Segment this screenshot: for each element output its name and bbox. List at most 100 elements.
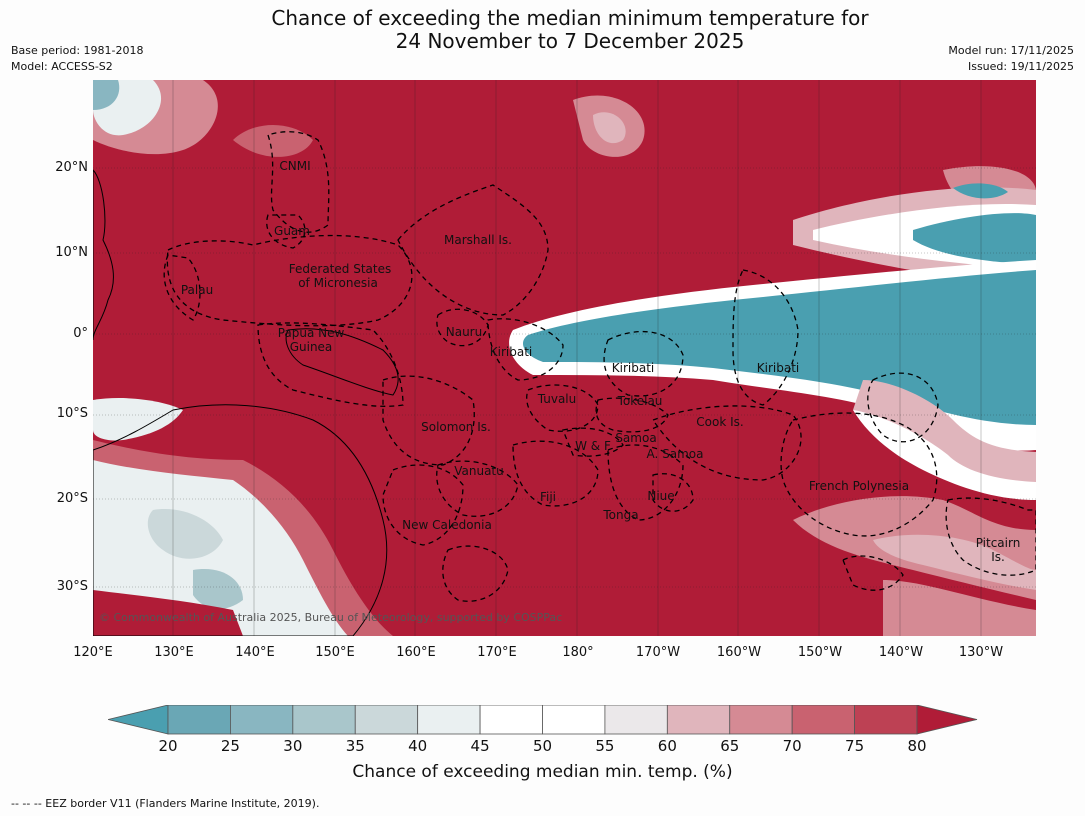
- cold-tongue: [523, 270, 1036, 425]
- map-title: Chance of exceeding the median minimum t…: [0, 7, 1085, 53]
- eez-kiribati-e: [732, 269, 799, 406]
- map-background: [93, 590, 243, 636]
- eez-niue: [652, 473, 694, 512]
- label-vanuatu: Vanuatu: [454, 464, 504, 478]
- colorbar-cell: [230, 705, 294, 735]
- label-fiji: Fiji: [540, 490, 556, 504]
- label-niue: Niue: [647, 489, 674, 503]
- colorbar-tick: 20: [158, 737, 178, 755]
- label-kiribati-central: Kiribati: [612, 361, 654, 375]
- label-marshall: Marshall Is.: [444, 233, 512, 247]
- lon-tick: 150°E: [315, 645, 355, 660]
- colorbar-high-extension: [916, 705, 978, 735]
- colorbar-tick: 70: [782, 737, 802, 755]
- colorbar-cell: [666, 705, 731, 735]
- label-solomon: Solomon Is.: [421, 420, 491, 434]
- eez-kiribati-c: [603, 330, 684, 397]
- label-kiribati-east: Kiribati: [757, 361, 799, 375]
- pale-patch: [193, 569, 243, 610]
- lon-tick: 120°E: [73, 645, 113, 660]
- eez-footnote: -- -- -- EEZ border V11 (Flanders Marine…: [11, 797, 320, 810]
- label-american-samoa: A. Samoa: [647, 447, 704, 461]
- colorbar-cell: [292, 705, 356, 735]
- eez-french-polynesia-w: [780, 412, 938, 537]
- label-kiribati-west: Kiribati: [490, 345, 532, 359]
- eez-austral: [842, 555, 904, 591]
- colorbar-tick: 55: [595, 737, 615, 755]
- colorbar-tick: 65: [720, 737, 740, 755]
- pale-patch: [853, 380, 1036, 500]
- lat-tick: 0°: [73, 326, 88, 341]
- colorbar-tick: 75: [845, 737, 865, 755]
- label-png-line-1: Papua New: [278, 326, 345, 340]
- pale-patch: [93, 398, 183, 441]
- pale-patch: [93, 80, 120, 110]
- pale-patch: [953, 183, 1008, 199]
- lon-tick: 150°W: [797, 645, 843, 660]
- eez-cnmi: [267, 131, 330, 233]
- colorbar-tick: 60: [657, 737, 677, 755]
- map-panel: CNMI Guam Marshall Is. Federated States …: [93, 80, 1036, 636]
- eez-cook: [652, 405, 802, 481]
- eez-solomon: [382, 375, 475, 466]
- eez-guam: [266, 214, 306, 249]
- lon-tick: 140°W: [878, 645, 924, 660]
- label-png-line-2: Guinea: [290, 340, 333, 354]
- colorbar-low-extension: [108, 705, 169, 735]
- lon-tick: 170°E: [477, 645, 517, 660]
- pale-patch: [93, 460, 348, 636]
- colorbar-tick: 25: [220, 737, 240, 755]
- eez-nauru: [436, 308, 489, 347]
- colorbar-label: Chance of exceeding median min. temp. (%…: [352, 762, 733, 782]
- colorbar-cell: [791, 705, 855, 735]
- colorbar-cell: [854, 705, 918, 735]
- label-pitcairn-line-1: Pitcairn: [976, 536, 1021, 550]
- pale-patch: [883, 580, 1036, 636]
- eez-tuvalu: [526, 384, 599, 432]
- base-period: Base period: 1981-2018: [11, 44, 144, 57]
- lat-tick: 20°S: [56, 491, 88, 506]
- lon-tick: 160°E: [396, 645, 436, 660]
- lat-tick: 30°S: [56, 579, 88, 594]
- eez-fiji: [512, 440, 599, 507]
- eez-palau: [163, 254, 201, 321]
- pale-patch: [233, 125, 313, 157]
- label-fsm-line-1: Federated States: [289, 262, 391, 276]
- colorbar-cell: [354, 705, 419, 735]
- model-name: Model: ACCESS-S2: [11, 60, 113, 73]
- pale-patch: [913, 213, 1036, 265]
- lat-tick: 20°N: [55, 160, 88, 175]
- lat-tick: 10°N: [55, 245, 88, 260]
- philippines-coast: [93, 169, 114, 341]
- lon-tick: 130°E: [154, 645, 194, 660]
- label-fsm-line-2: of Micronesia: [298, 276, 378, 290]
- eez-fsm: [166, 234, 413, 327]
- title-line-2: 24 November to 7 December 2025: [395, 29, 745, 53]
- eez-png: [257, 322, 404, 407]
- label-cnmi: CNMI: [279, 159, 310, 173]
- title-line-1: Chance of exceeding the median minimum t…: [271, 6, 869, 30]
- pale-patch: [853, 410, 1036, 500]
- colorbar-cell: [542, 705, 606, 735]
- lat-tick: 10°S: [56, 406, 88, 421]
- copyright-notice: © Commonwealth of Australia 2025, Bureau…: [99, 611, 562, 624]
- eez-marshall: [397, 184, 549, 316]
- lon-tick: 130°W: [958, 645, 1004, 660]
- label-new-caledonia: New Caledonia: [402, 518, 492, 532]
- lon-tick: 140°E: [235, 645, 275, 660]
- eez-tonga-samoa: [607, 444, 684, 521]
- colorbar-cell: [604, 705, 668, 735]
- lon-tick: 180°: [562, 645, 594, 660]
- label-palau: Palau: [181, 283, 213, 297]
- eez-french-polynesia-n: [867, 372, 939, 443]
- eez-borders: [163, 131, 1036, 602]
- map-svg: CNMI Guam Marshall Is. Federated States …: [93, 80, 1036, 636]
- region-labels: CNMI Guam Marshall Is. Federated States …: [181, 159, 1020, 564]
- label-tonga: Tonga: [602, 508, 638, 522]
- colorbar-tick: 35: [345, 737, 365, 755]
- graticule: [93, 80, 1036, 636]
- meta-right: Model run: 17/11/2025 Issued: 19/11/2025: [948, 43, 1074, 75]
- model-run: Model run: 17/11/2025: [948, 44, 1074, 57]
- label-samoa: Samoa: [615, 431, 656, 445]
- colorbar-tick: 40: [408, 737, 428, 755]
